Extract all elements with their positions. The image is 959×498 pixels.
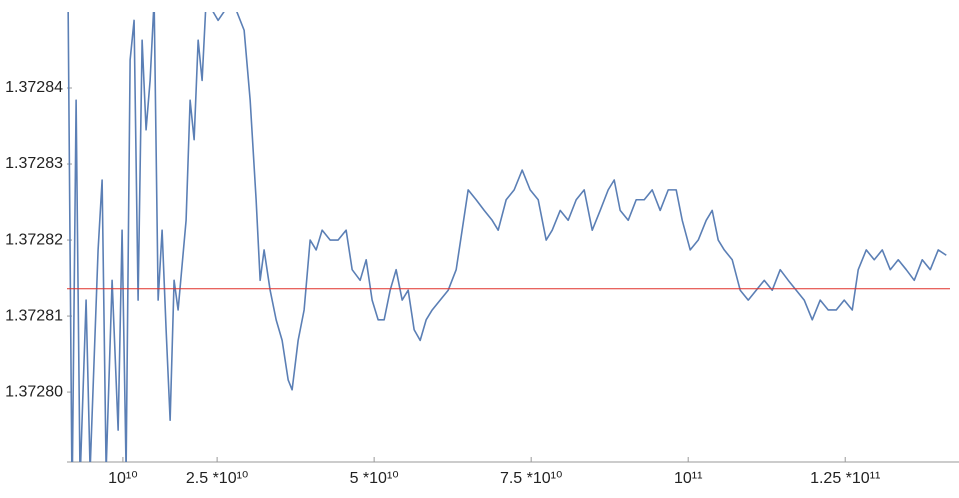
x-tick-label: 5 *10¹⁰ <box>350 470 399 487</box>
y-tick-label: 1.37282 <box>5 231 63 248</box>
data-line <box>67 12 947 462</box>
y-tick-label: 1.37283 <box>5 155 63 172</box>
y-tick-label: 1.37281 <box>5 307 63 324</box>
x-tick-label: 10¹⁰ <box>108 470 138 487</box>
y-tick-label: 1.37284 <box>5 79 63 96</box>
y-tick-label: 1.37280 <box>5 383 63 400</box>
x-tick-label: 10¹¹ <box>674 470 702 487</box>
x-tick-label: 2.5 *10¹⁰ <box>186 470 248 487</box>
x-tick-label: 1.25 *10¹¹ <box>810 470 880 487</box>
x-tick-label: 7.5 *10¹⁰ <box>500 470 562 487</box>
